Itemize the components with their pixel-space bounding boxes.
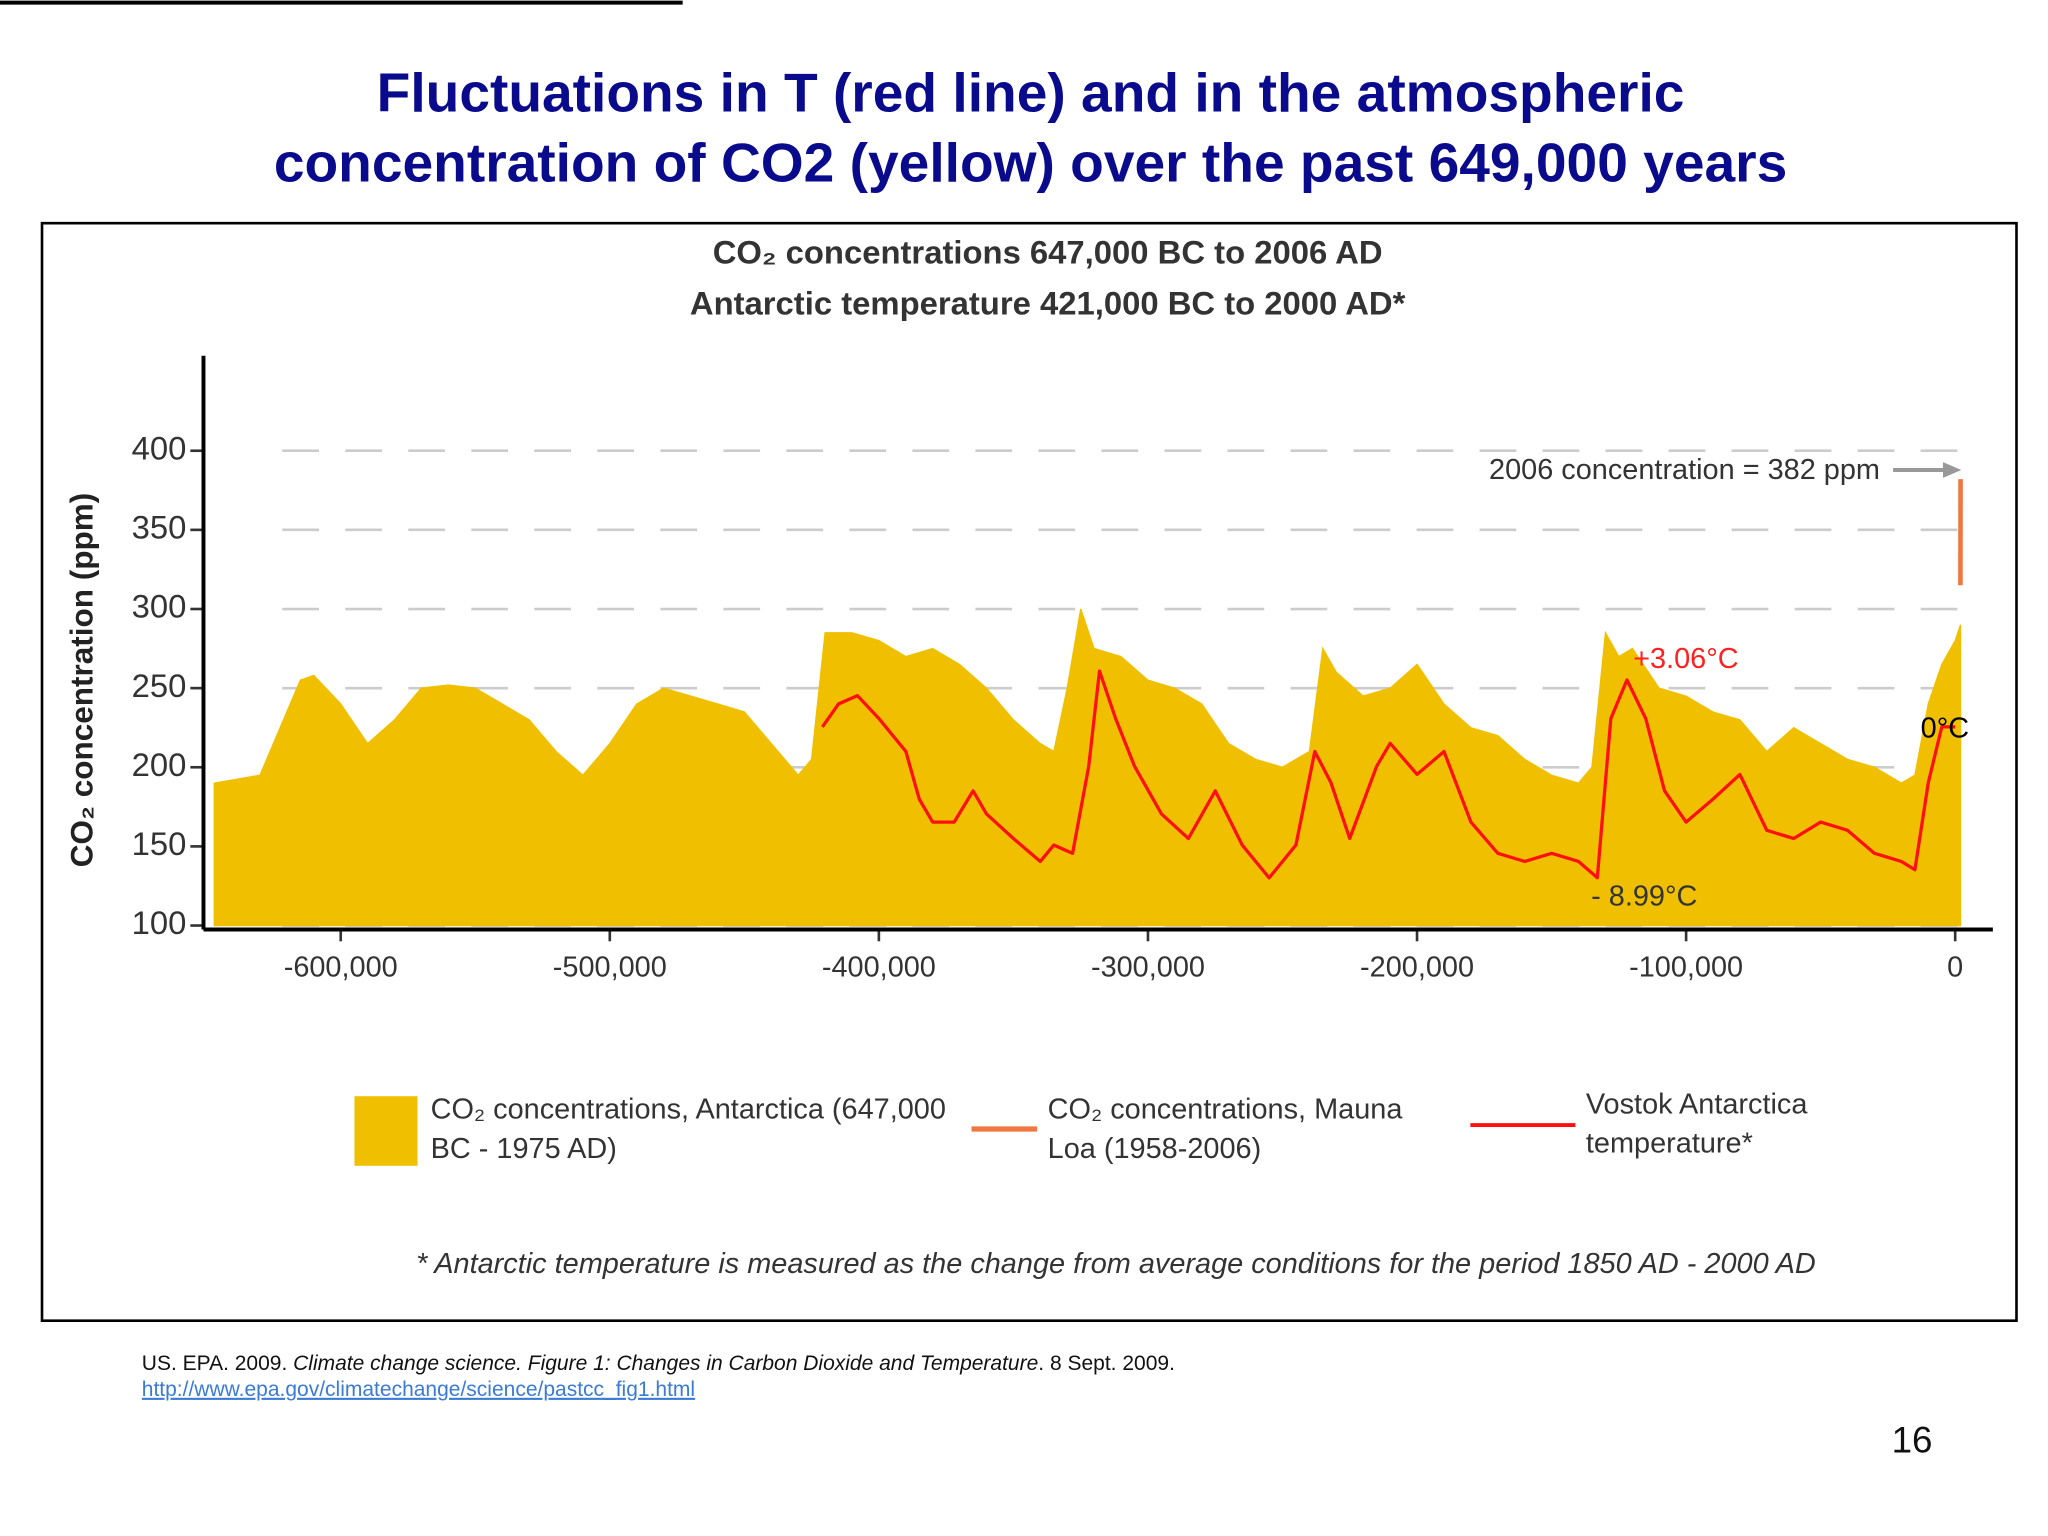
x-tick-label: -300,000 — [1091, 951, 1205, 983]
slide-title: concentration of CO2 (yellow) over the p… — [274, 131, 1787, 193]
slide-title: Fluctuations in T (red line) and in the … — [377, 62, 1685, 124]
legend-label-box: CO₂ concentrations, Mauna Loa (1958-2006… — [1047, 1092, 1403, 1165]
y-tick-label: 350 — [132, 509, 187, 546]
series-line — [821, 669, 1956, 880]
x-tick-label: -100,000 — [1629, 951, 1743, 983]
chart-title: CO₂ concentrations 647,000 BC to 2006 AD — [713, 233, 1383, 270]
legend-label: CO₂ concentrations, Antarctica (647,000 … — [430, 1092, 946, 1165]
x-tick-label: -400,000 — [822, 951, 936, 983]
citation-tail: . 8 Sept. 2009. — [1038, 1352, 1175, 1375]
annotation-arrowhead — [1942, 462, 1962, 478]
x-tick-label: -500,000 — [553, 951, 667, 983]
y-tick-label: 200 — [132, 746, 187, 783]
x-tick-label: -200,000 — [1360, 951, 1474, 983]
citation-title: Climate change science. Figure 1: Change… — [293, 1352, 1038, 1375]
legend-swatch — [354, 1096, 418, 1166]
annotation: - 8.99°C — [1591, 881, 1697, 913]
legend-label-box: Vostok Antarctica temperature* — [1585, 1087, 1808, 1160]
x-tick-label: -600,000 — [284, 951, 398, 983]
annotation: +3.06°C — [1633, 643, 1738, 675]
y-tick-label: 300 — [132, 588, 187, 625]
annotation: 0°C — [1921, 713, 1969, 745]
citation-text: US. EPA. 2009. — [142, 1352, 293, 1375]
legend-label: Vostok Antarctica temperature* — [1585, 1087, 1808, 1160]
y-tick-label: 400 — [132, 429, 187, 466]
legend-label: CO₂ concentrations, Mauna Loa (1958-2006… — [1047, 1092, 1403, 1165]
annotation: 2006 concentration = 382 ppm — [1489, 454, 1880, 486]
y-axis-label: CO₂ concentration (ppm) — [63, 493, 99, 868]
y-tick-label: 250 — [132, 667, 187, 704]
citation: US. EPA. 2009. Climate change science. F… — [142, 1352, 1175, 1375]
legend-label-box: CO₂ concentrations, Antarctica (647,000 … — [430, 1092, 946, 1165]
chart-title: Antarctic temperature 421,000 BC to 2000… — [690, 285, 1406, 322]
page-number: 16 — [1892, 1419, 1933, 1460]
y-tick-label: 100 — [132, 904, 187, 941]
footnote: * Antarctic temperature is measured as t… — [416, 1248, 1816, 1280]
y-tick-label: 150 — [132, 825, 187, 862]
x-tick-label: 0 — [1947, 951, 1963, 983]
citation-link[interactable]: http://www.epa.gov/climatechange/science… — [142, 1378, 695, 1401]
